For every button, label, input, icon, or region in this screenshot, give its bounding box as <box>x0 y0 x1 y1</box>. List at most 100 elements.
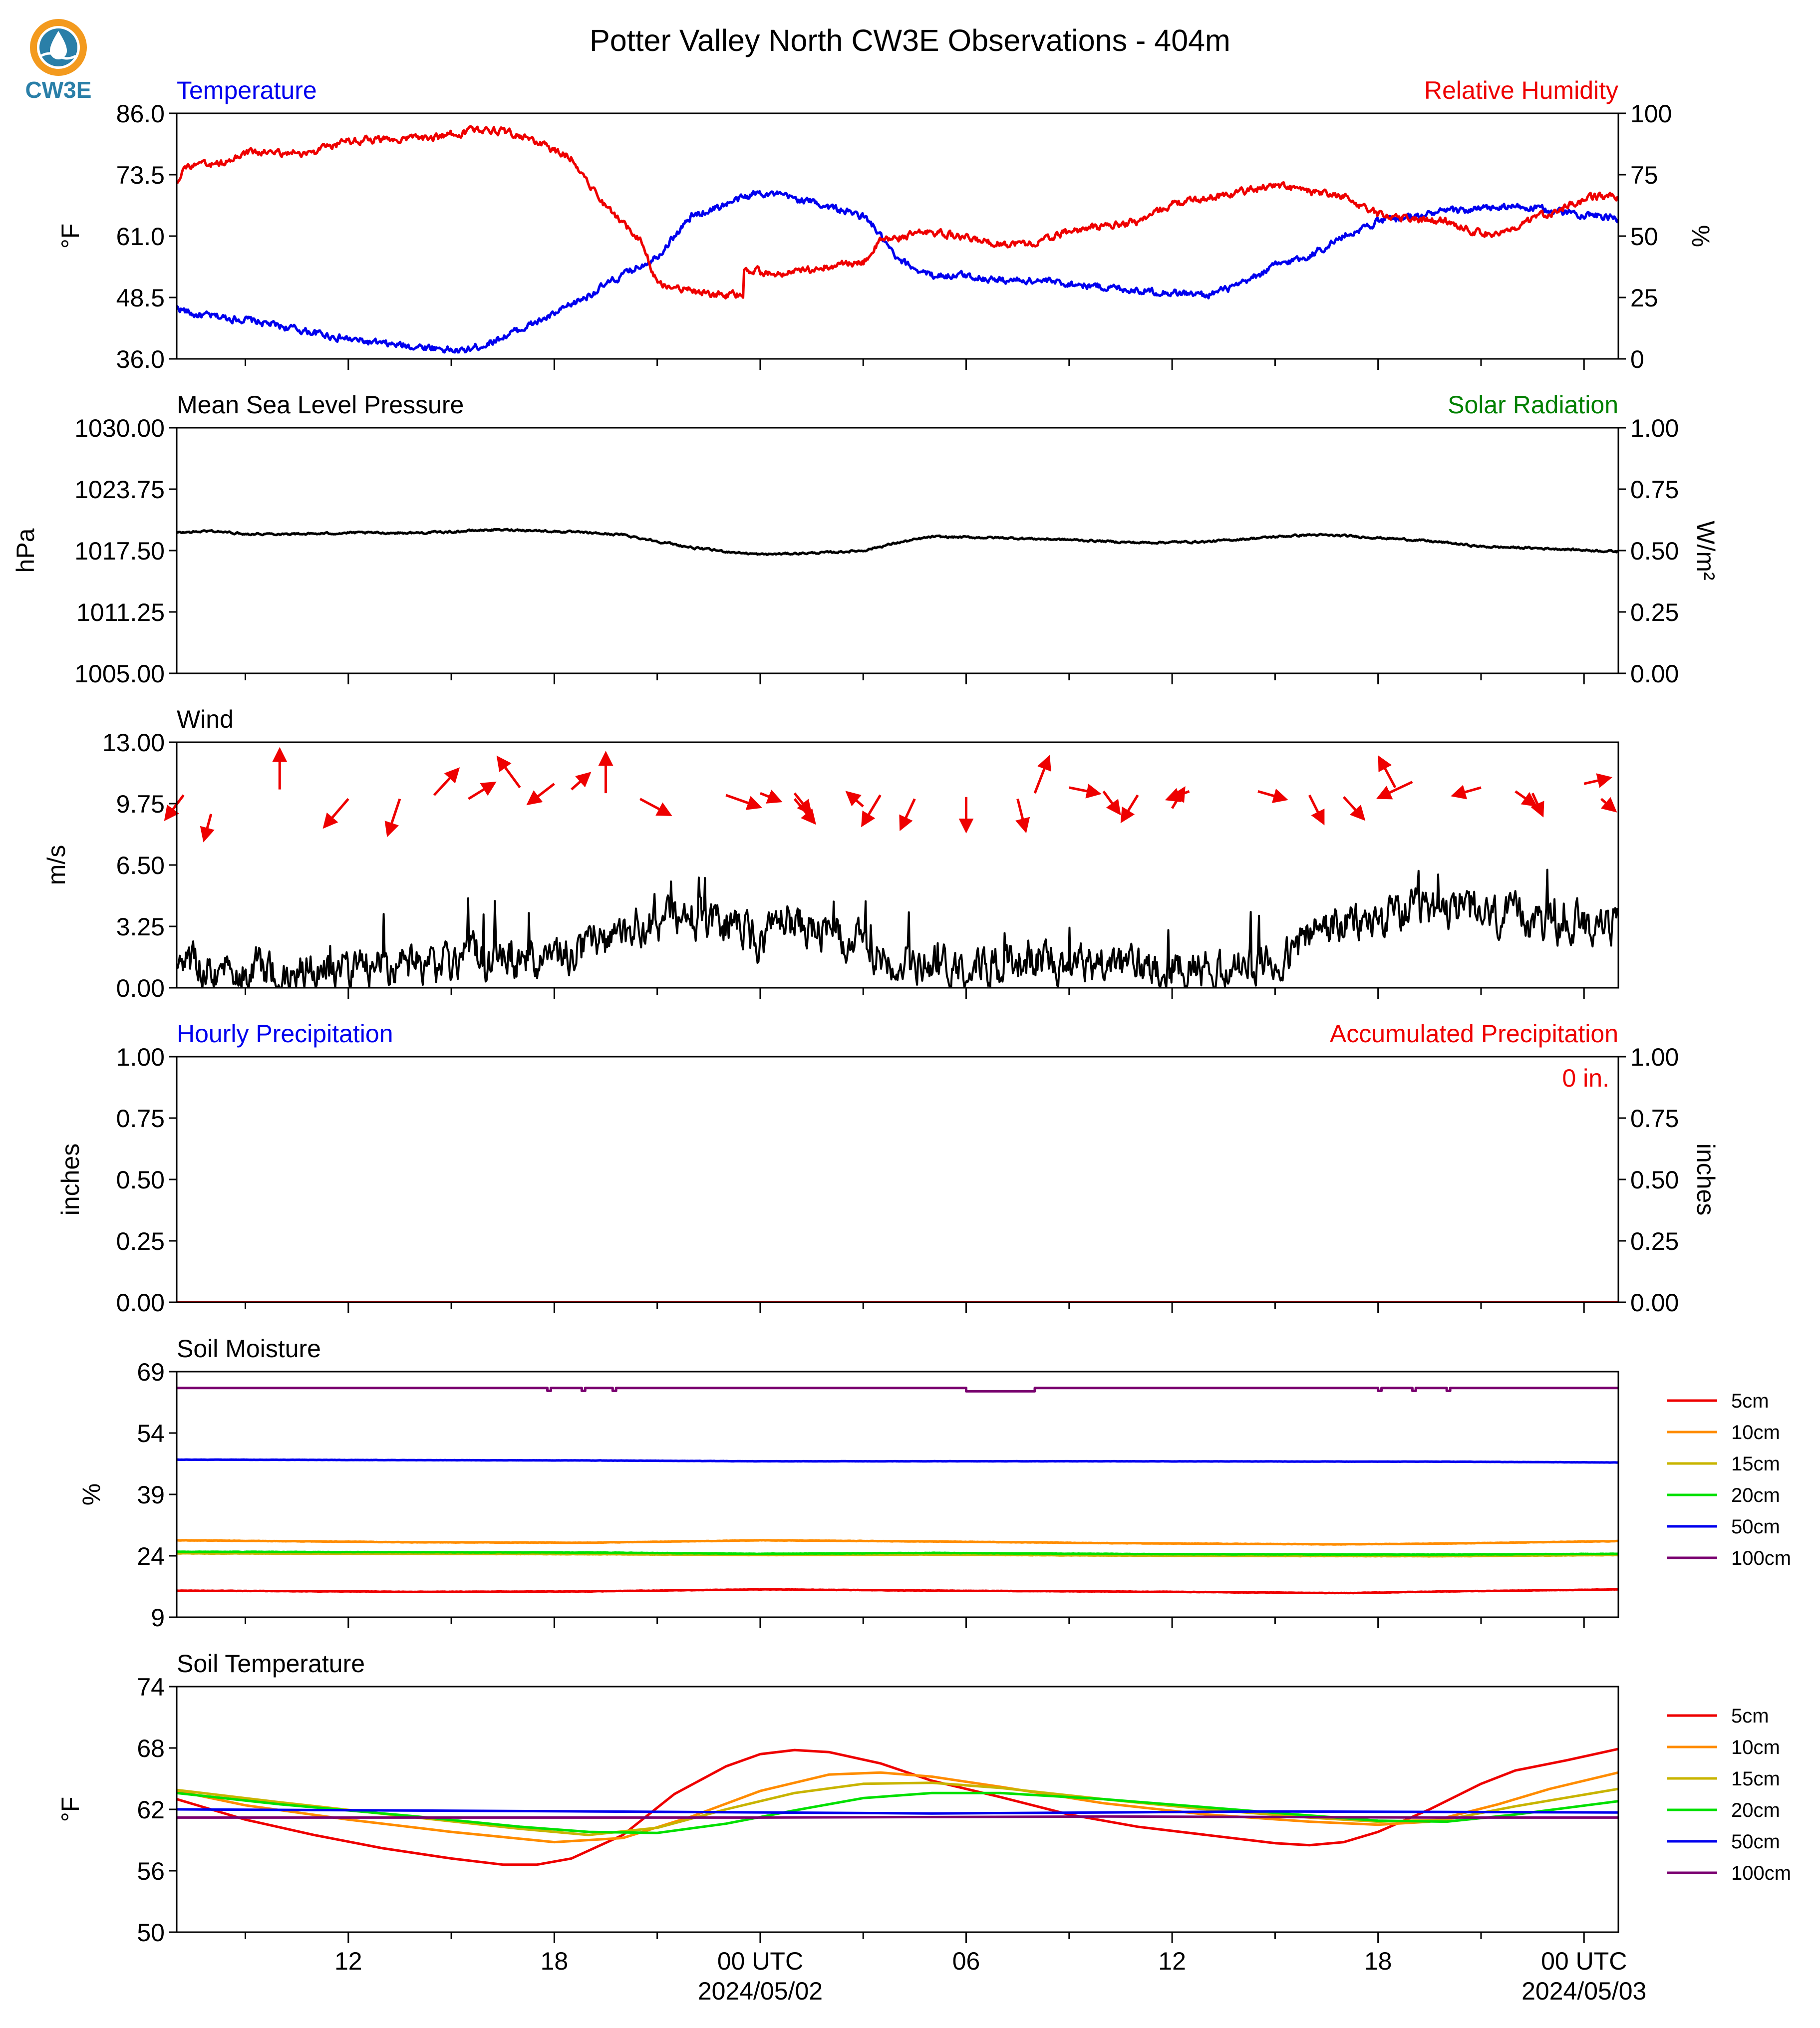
soil_moisture-series-100cm <box>177 1387 1618 1393</box>
wind-arrow <box>433 767 460 796</box>
soil_temperature-series-group <box>177 1747 1618 1866</box>
soil_temperature-ytick-label: 74 <box>137 1673 165 1701</box>
precip-ytick-right-label: 0.75 <box>1630 1105 1679 1133</box>
precip-ytick-label: 0.50 <box>116 1166 165 1194</box>
soil_moisture-series-5cm <box>177 1588 1618 1595</box>
soil_temperature-ytick-label: 50 <box>137 1919 165 1947</box>
precip-ytick-label: 0.75 <box>116 1105 165 1133</box>
wind-arrow <box>861 794 882 828</box>
temperature-title-right: Relative Humidity <box>1424 76 1618 104</box>
wind-arrow <box>639 798 672 816</box>
soil_moisture-legend: 5cm 10cm 15cm 20cm 50cm 100cm <box>1667 1390 1791 1569</box>
wind-ytick-label: 3.25 <box>116 913 165 941</box>
wind-arrow <box>164 794 185 821</box>
pressure-ytick-label: 1030.00 <box>74 414 165 442</box>
wind-arrow <box>571 772 592 791</box>
temperature-ytick-label: 86.0 <box>116 100 165 128</box>
temperature-panel: Temperature Relative Humidity 36.0 48.5 61.0… <box>56 76 1715 373</box>
wind-ytick-label: 6.50 <box>116 852 165 879</box>
x-tick-label: 18 <box>1364 1947 1392 1975</box>
wind-title-left: Wind <box>177 705 234 733</box>
pressure-ytick-right-label: 0.50 <box>1630 537 1679 565</box>
wind-arrow <box>1600 797 1617 813</box>
pressure-panel: Mean Sea Level Pressure Solar Radiation 10… <box>11 391 1720 688</box>
wind-arrow <box>1069 784 1102 799</box>
wind-arrow <box>526 783 555 806</box>
pressure-ylabel-right: W/m² <box>1692 521 1720 580</box>
logo-drop-icon <box>50 31 67 59</box>
x-date-label: 2024/05/02 <box>698 1977 823 2005</box>
precip-ytick-right-label: 0.25 <box>1630 1227 1679 1255</box>
logo-text: CW3E <box>25 77 92 103</box>
precip-ytick-right-label: 0.50 <box>1630 1166 1679 1194</box>
wind-ytick-label: 0.00 <box>116 974 165 1002</box>
pressure-ytick-label: 1005.00 <box>74 660 165 688</box>
soil_moisture-ytick-label: 69 <box>137 1358 165 1386</box>
x-tick-label: 18 <box>541 1947 569 1975</box>
temperature-ytick-label: 36.0 <box>116 345 165 373</box>
precip-ytick-label: 0.25 <box>116 1227 165 1255</box>
wind-arrow <box>1015 798 1030 834</box>
precip-panel: Hourly Precipitation Accumulated Precipit… <box>56 1020 1720 1317</box>
x-tick-label: 12 <box>1158 1947 1186 1975</box>
wind-arrow <box>496 755 521 789</box>
wind-arrow <box>200 814 215 843</box>
soil_moisture-legend-label: 10cm <box>1731 1422 1780 1444</box>
pressure-frame <box>176 427 1619 674</box>
wind-panel: Wind 0.00 3.25 6.50 9.75 13.00 m/s <box>42 705 1619 1002</box>
figure-title: Potter Valley North CW3E Observations - … <box>590 23 1230 57</box>
x-date-label: 2024/05/03 <box>1521 1977 1646 2005</box>
wind-arrow <box>1165 788 1190 802</box>
wind-arrow <box>1033 755 1051 794</box>
temperature-series-group <box>177 125 1618 354</box>
soil_moisture-legend-label: 20cm <box>1731 1484 1780 1506</box>
wind-arrow <box>793 798 816 825</box>
wind-ytick-label: 13.00 <box>102 729 165 757</box>
wind-series-group <box>177 869 1618 988</box>
soil_temperature-ytick-label: 56 <box>137 1857 165 1885</box>
soil_moisture-ytick-label: 39 <box>137 1481 165 1509</box>
soil_moisture-legend-label: 100cm <box>1731 1547 1791 1569</box>
soil_moisture-frame <box>176 1371 1619 1618</box>
soil_temperature-series-100cm <box>177 1815 1618 1819</box>
soil_temperature-ytick-label: 68 <box>137 1735 165 1762</box>
wind-arrow <box>1583 773 1613 788</box>
temperature-ytick-label: 73.5 <box>116 161 165 189</box>
precip-ylabel: inches <box>56 1144 84 1216</box>
temperature-ytick-right-label: 0 <box>1630 345 1644 373</box>
soil_temperature-series-5cm <box>177 1747 1618 1866</box>
wind-frame <box>176 741 1619 989</box>
precip-ytick-right-label: 0.00 <box>1630 1289 1679 1317</box>
wind-ylabel: m/s <box>42 845 70 885</box>
soil_temperature-frame <box>176 1686 1619 1933</box>
soil_temperature-series-50cm <box>177 1808 1618 1815</box>
soil_temperature-ytick-label: 62 <box>137 1796 165 1824</box>
soil_temperature-series-15cm <box>177 1781 1618 1836</box>
soil_moisture-series-50cm <box>177 1458 1618 1464</box>
soil_moisture-series-group <box>177 1387 1618 1595</box>
soil_temperature-ylabel: °F <box>56 1797 84 1822</box>
pressure-series-group <box>177 528 1618 556</box>
precip-ytick-label: 1.00 <box>116 1043 165 1071</box>
pressure-title-right: Solar Radiation <box>1448 391 1618 419</box>
temperature-ytick-right-label: 50 <box>1630 223 1658 251</box>
x-tick-label: 00 UTC <box>717 1947 803 1975</box>
wind-arrow <box>1376 781 1413 800</box>
soil_moisture-series-15cm <box>177 1552 1618 1558</box>
precip-title-right: Accumulated Precipitation <box>1330 1020 1618 1048</box>
soil_moisture-title-left: Soil Moisture <box>177 1335 321 1363</box>
soil_moisture-legend-label: 15cm <box>1731 1453 1780 1475</box>
pressure-ytick-right-label: 0.75 <box>1630 476 1679 504</box>
soil_moisture-ytick-label: 24 <box>137 1542 165 1570</box>
temperature-ytick-right-label: 75 <box>1630 161 1658 189</box>
soil_temperature-legend-label: 15cm <box>1731 1768 1780 1790</box>
logo-ring-icon <box>30 19 87 76</box>
soil_temperature-legend-label: 20cm <box>1731 1799 1780 1821</box>
x-tick-label: 06 <box>952 1947 980 1975</box>
x-tick-label: 12 <box>334 1947 362 1975</box>
pressure-ytick-label: 1017.50 <box>74 537 165 565</box>
wind-arrow <box>725 794 762 810</box>
temperature-ytick-right-label: 25 <box>1630 284 1658 312</box>
wind-arrow <box>1171 786 1186 809</box>
